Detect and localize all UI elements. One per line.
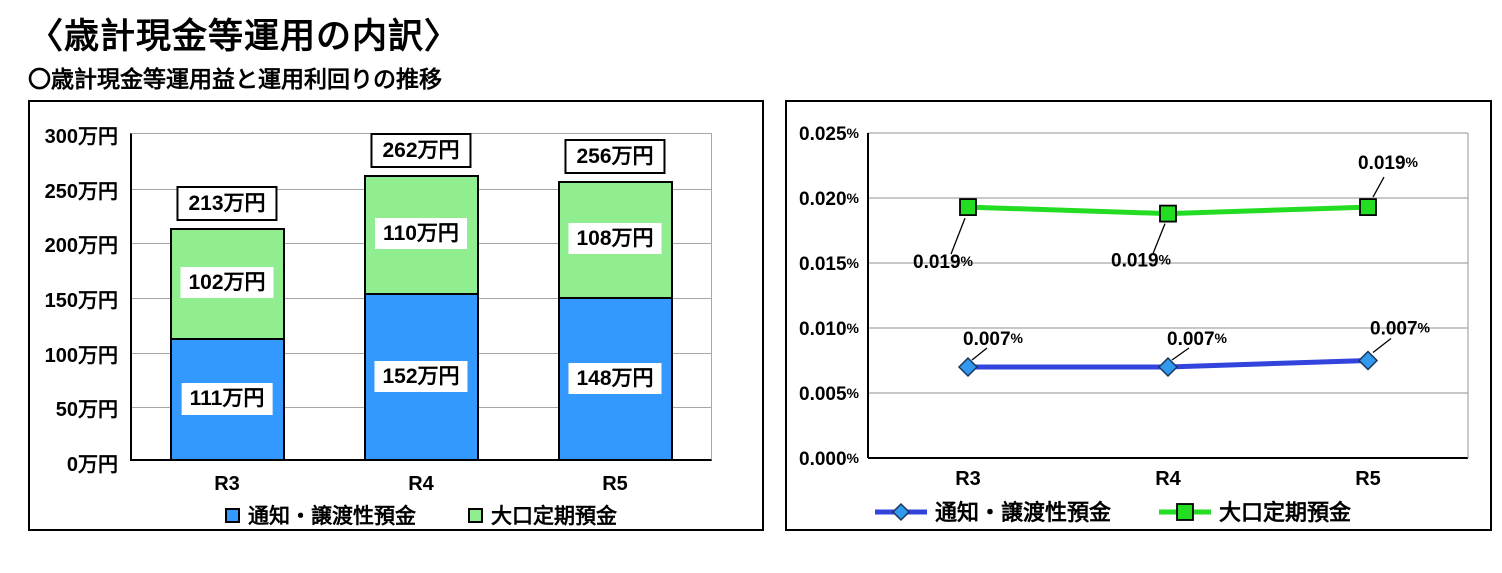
bar-legend: 通知・譲渡性預金 大口定期預金 <box>130 500 712 530</box>
data-point-label: 0.019% <box>913 252 974 273</box>
bar-value-label: 110万円 <box>375 217 467 249</box>
data-point-label: 0.007% <box>963 329 1024 350</box>
y-tick-label: 50万円 <box>55 399 118 422</box>
page-subtitle: 〇歳計現金等運用益と運用利回りの推移 <box>28 66 442 92</box>
data-point-label: 0.019% <box>1358 153 1419 174</box>
leader-line <box>1372 337 1392 354</box>
legend-label: 通知・譲渡性預金 <box>248 505 416 528</box>
y-tick-label: 0.000% <box>799 449 860 470</box>
label-number: 0.025 <box>799 124 847 145</box>
page-title: 〈歳計現金等運用の内訳〉 <box>28 17 461 56</box>
label-number: 0.019 <box>1111 251 1159 272</box>
x-tick-label: R5 <box>1355 468 1381 490</box>
x-tick-label: R5 <box>602 473 628 495</box>
label-number: 0.020 <box>799 189 847 210</box>
y-tick-label: 0万円 <box>66 454 118 476</box>
label-number: 0.005 <box>799 384 847 405</box>
line-legend: 通知・譲渡性預金 大口定期預金 <box>875 500 1352 525</box>
y-tick-label: 200万円 <box>44 235 118 258</box>
square-marker <box>1359 198 1377 216</box>
bar-value-label: 108万円 <box>568 223 662 255</box>
y-tick-label: 300万円 <box>44 126 118 148</box>
label-number: 0.010 <box>799 319 847 340</box>
legend-square-marker <box>1176 503 1194 521</box>
bar-value-label: 152万円 <box>374 360 468 393</box>
diamond-marker <box>1357 350 1379 371</box>
bar-total-label: 213万円 <box>176 186 278 222</box>
legend-swatch <box>225 507 240 523</box>
percent-sign: % <box>847 190 860 206</box>
diamond-marker <box>957 356 979 378</box>
legend-label: 通知・譲渡性預金 <box>935 500 1112 525</box>
y-tick-label: 0.020% <box>799 189 860 210</box>
leader-line <box>1171 347 1190 361</box>
y-tick-label: 0.010% <box>799 319 860 340</box>
bar-total-label: 262万円 <box>370 132 472 168</box>
percent-sign: % <box>847 320 860 336</box>
legend-swatch <box>468 507 483 523</box>
line-chart-svg: 0.000%0.005%0.010%0.015%0.020%0.025%0.00… <box>799 124 1469 525</box>
percent-sign: % <box>847 255 860 271</box>
percent-sign: % <box>1159 252 1172 268</box>
bar-total-label: 256万円 <box>564 139 666 175</box>
square-marker <box>1159 204 1177 223</box>
leader-line <box>1152 223 1166 254</box>
legend-diamond-marker <box>891 502 911 522</box>
diamond-marker <box>1157 356 1179 378</box>
y-tick-label: 0.015% <box>799 254 860 275</box>
x-tick-label: R4 <box>408 473 434 495</box>
x-tick-label: R4 <box>1155 468 1181 490</box>
data-point-label: 0.019% <box>1111 251 1172 272</box>
percent-sign: % <box>1011 330 1024 346</box>
bar-value-label: 102万円 <box>180 266 274 299</box>
leader-line <box>1372 176 1385 198</box>
label-number: 0.000 <box>799 449 847 470</box>
square-marker <box>959 198 977 216</box>
legend-item: 大口定期預金 <box>468 500 617 530</box>
leader-line <box>971 347 988 361</box>
bar-chart-panel: 0万円 50万円 100万円 150万円 200万円 250万円 300万円 102万円 111… <box>28 100 764 531</box>
label-number: 0.015 <box>799 254 847 275</box>
x-tick-label: R3 <box>955 468 981 490</box>
label-number: 0.007 <box>1167 329 1215 350</box>
label-number: 0.007 <box>963 329 1011 350</box>
label-number: 0.007 <box>1370 319 1418 340</box>
bar-value-label: 111万円 <box>181 383 273 415</box>
y-tick-label: 100万円 <box>44 344 118 367</box>
percent-sign: % <box>847 450 860 466</box>
percent-sign: % <box>847 385 860 401</box>
percent-sign: % <box>847 125 860 141</box>
leader-line <box>950 217 966 255</box>
percent-sign: % <box>1418 320 1431 336</box>
percent-sign: % <box>1215 330 1228 346</box>
x-tick-label: R3 <box>214 473 240 495</box>
line-chart-panel: 0.000% 0.005% 0.010% 0.015% 0.020% 0.025% 0.00… <box>785 100 1492 531</box>
y-tick-label: 0.005% <box>799 384 860 405</box>
legend-label: 大口定期預金 <box>1219 500 1352 525</box>
percent-sign: % <box>961 253 974 269</box>
y-tick-label: 250万円 <box>44 180 118 203</box>
legend-label: 大口定期預金 <box>491 505 617 528</box>
y-tick-label: 0.025% <box>799 124 860 145</box>
y-tick-label: 150万円 <box>44 290 118 312</box>
percent-sign: % <box>1406 154 1419 170</box>
data-point-label: 0.007% <box>1370 319 1431 340</box>
label-number: 0.019 <box>1358 153 1406 174</box>
bar-value-label: 148万円 <box>568 363 662 395</box>
legend-item: 通知・譲渡性預金 <box>225 500 416 530</box>
data-point-label: 0.007% <box>1167 329 1228 350</box>
label-number: 0.019 <box>913 252 961 273</box>
